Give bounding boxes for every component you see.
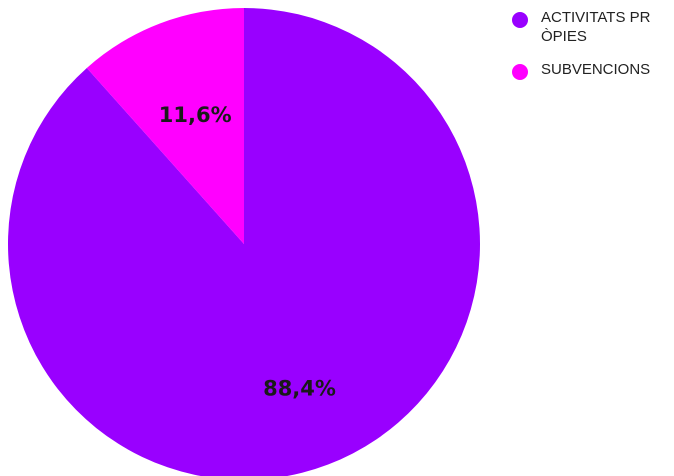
legend-item-subvencions: SUBVENCIONS <box>512 60 672 80</box>
pie-chart: 88,4% 11,6% <box>8 8 480 476</box>
legend-swatch-subvencions <box>512 64 528 80</box>
data-label-subvencions: 11,6% <box>159 103 232 127</box>
legend-swatch-activitats-propies <box>512 12 528 28</box>
legend-label-activitats-propies: ACTIVITATS PRÒPIES <box>541 9 651 45</box>
pie-slice-subvencions <box>86 8 244 244</box>
data-label-activitats-propies: 88,4% <box>263 377 336 401</box>
legend-label-subvencions: SUBVENCIONS <box>541 61 651 78</box>
legend-item-activitats-propies: ACTIVITATS PRÒPIES <box>512 8 672 46</box>
pie-slice-activitats-propies <box>8 8 480 476</box>
chart-legend: ACTIVITATS PRÒPIES SUBVENCIONS <box>512 8 672 93</box>
